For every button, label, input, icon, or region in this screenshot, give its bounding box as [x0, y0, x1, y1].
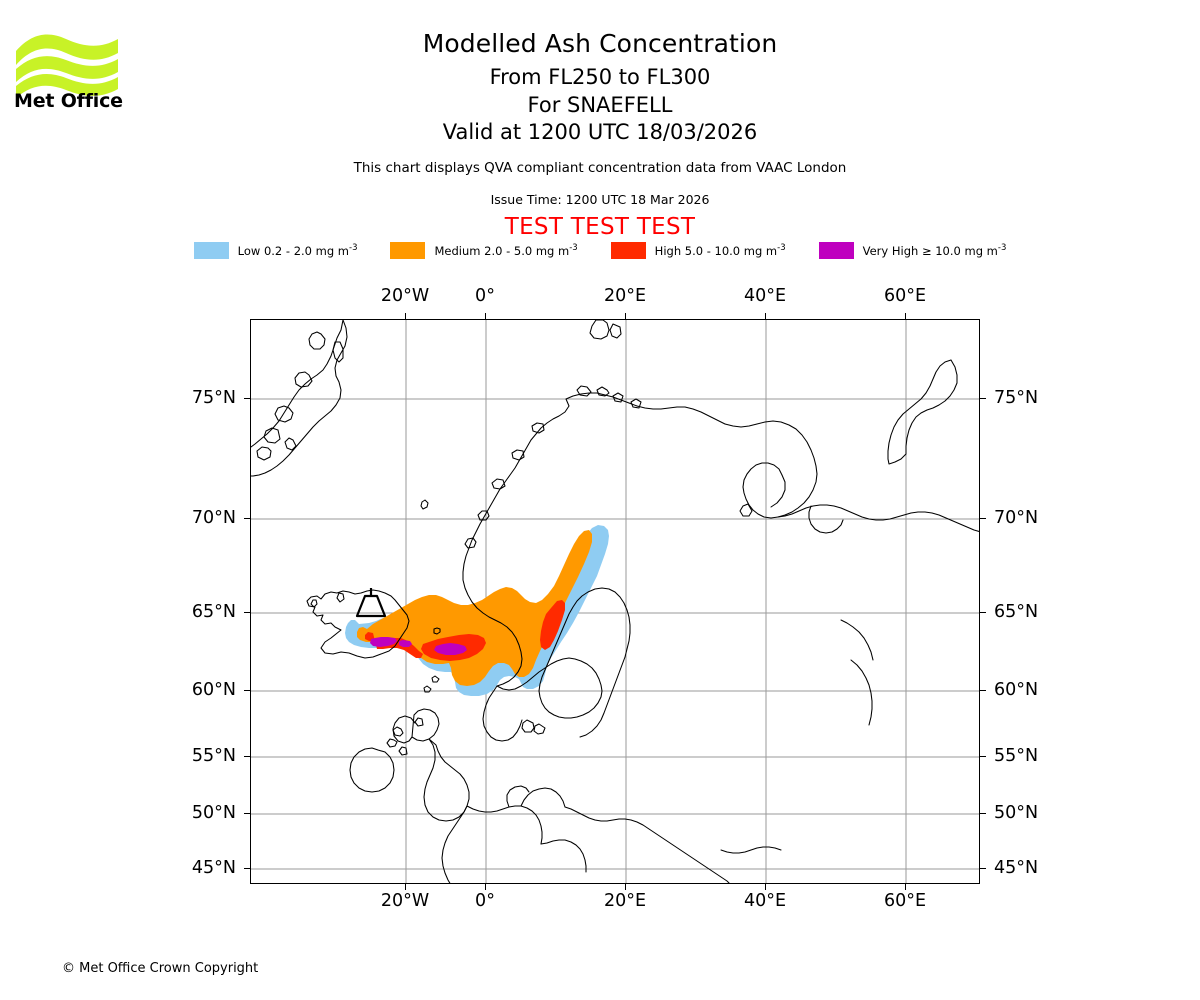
legend-medium-swatch [390, 242, 426, 259]
chart-description: This chart displays QVA compliant concen… [353, 159, 847, 176]
legend-high-swatch [610, 242, 646, 259]
met-office-logo [14, 25, 134, 115]
lat-tick-left-45 [244, 868, 250, 869]
header: Modelled Ash Concentration From FL250 to… [0, 0, 1200, 240]
lat-label-left-45N: 45°N [191, 858, 236, 878]
legend-low: Low 0.2 - 2.0 mg m-3 [193, 242, 391, 259]
concentration-legend: Low 0.2 - 2.0 mg m-3 Medium 2.0 - 5.0 mg… [0, 242, 1200, 259]
lon-tick-bottom-4 [905, 884, 906, 890]
plume-very-high-core-central [434, 643, 467, 655]
lat-label-right-55N: 55°N [994, 746, 1039, 766]
lon-label-bottom-20W: 20°W [380, 891, 430, 911]
lon-tick-bottom-1 [485, 884, 486, 890]
lat-label-right-70N: 70°N [994, 508, 1039, 528]
lat-tick-right-65 [980, 612, 986, 613]
lat-label-left-50N: 50°N [191, 803, 236, 823]
plume-high-contour-ne [540, 600, 565, 650]
map-gridlines [251, 320, 979, 883]
legend-low-swatch [193, 242, 229, 259]
legend-very-high: Very High ≥ 10.0 mg m-3 [818, 242, 1007, 259]
lat-tick-left-60 [244, 690, 250, 691]
lat-label-right-65N: 65°N [994, 602, 1039, 622]
lat-tick-left-75 [244, 398, 250, 399]
lat-tick-right-55 [980, 756, 986, 757]
legend-high: High 5.0 - 10.0 mg m-3 [610, 242, 819, 259]
lat-tick-left-50 [244, 813, 250, 814]
legend-medium: Medium 2.0 - 5.0 mg m-3 [390, 242, 610, 259]
lon-tick-bottom-2 [625, 884, 626, 890]
lat-tick-left-65 [244, 612, 250, 613]
lat-tick-right-60 [980, 690, 986, 691]
ash-plume-contours [345, 525, 609, 696]
legend-medium-label: Medium 2.0 - 5.0 mg m-3 [434, 243, 578, 258]
page-title: Modelled Ash Concentration [422, 29, 778, 58]
volcano-name: For SNAEFELL [527, 92, 673, 117]
lat-label-left-60N: 60°N [191, 680, 236, 700]
volcano-marker [355, 588, 387, 618]
legend-very-high-label: Very High ≥ 10.0 mg m-3 [862, 243, 1007, 258]
lon-label-bottom-20E: 20°E [603, 891, 647, 911]
lat-label-left-70N: 70°N [191, 508, 236, 528]
test-banner: TEST TEST TEST [504, 213, 696, 240]
legend-high-label: High 5.0 - 10.0 mg m-3 [654, 243, 786, 258]
lat-label-left-75N: 75°N [191, 388, 236, 408]
lon-tick-top-3 [765, 313, 766, 319]
plume-high-contour-west [365, 632, 423, 658]
lon-label-top-60E: 60°E [883, 286, 927, 306]
lon-label-bottom-0: 0° [475, 891, 495, 911]
flight-level-range: From FL250 to FL300 [489, 65, 711, 89]
lon-label-top-20E: 20°E [603, 286, 647, 306]
lat-label-left-55N: 55°N [191, 746, 236, 766]
copyright-notice: © Met Office Crown Copyright [62, 961, 259, 976]
plume-very-high-core-west2 [399, 640, 412, 647]
map-coastlines [251, 320, 979, 883]
lat-label-right-75N: 75°N [994, 388, 1039, 408]
lat-tick-left-70 [244, 518, 250, 519]
lon-tick-top-4 [905, 313, 906, 319]
valid-time: Valid at 1200 UTC 18/03/2026 [442, 120, 758, 145]
map-plot-area [250, 319, 980, 884]
lon-tick-bottom-0 [405, 884, 406, 890]
plume-medium-contour [357, 530, 592, 686]
legend-very-high-swatch [818, 242, 854, 259]
lat-tick-right-45 [980, 868, 986, 869]
lat-tick-right-50 [980, 813, 986, 814]
issue-time: Issue Time: 1200 UTC 18 Mar 2026 [490, 191, 710, 207]
lon-label-top-0: 0° [475, 286, 495, 306]
lon-label-bottom-60E: 60°E [883, 891, 927, 911]
lat-label-left-65N: 65°N [191, 602, 236, 622]
lon-tick-bottom-3 [765, 884, 766, 890]
lon-label-top-20W: 20°W [380, 286, 430, 306]
lon-tick-top-0 [405, 313, 406, 319]
lon-label-bottom-40E: 40°E [743, 891, 787, 911]
lat-tick-right-70 [980, 518, 986, 519]
plume-very-high-core-west [370, 637, 397, 647]
lat-tick-left-55 [244, 756, 250, 757]
lon-tick-top-1 [485, 313, 486, 319]
lon-label-top-40E: 40°E [743, 286, 787, 306]
lat-tick-right-75 [980, 398, 986, 399]
ash-concentration-map: 20°W 0° 20°E 40°E 60°E 20°W 0° 20°E 40°E… [192, 286, 1038, 911]
lat-label-right-50N: 50°N [994, 803, 1039, 823]
lat-label-right-60N: 60°N [994, 680, 1039, 700]
lat-label-right-45N: 45°N [994, 858, 1039, 878]
met-office-logo-text: Met Office [14, 90, 123, 112]
legend-low-label: Low 0.2 - 2.0 mg m-3 [237, 243, 358, 258]
lon-tick-top-2 [625, 313, 626, 319]
